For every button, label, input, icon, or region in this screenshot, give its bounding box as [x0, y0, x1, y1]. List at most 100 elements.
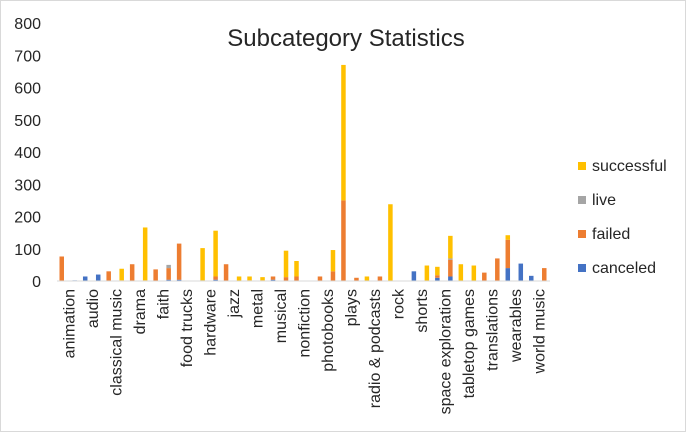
y-tick-label: 300 [14, 177, 41, 194]
bar-successful [247, 276, 252, 281]
y-tick-label: 800 [14, 16, 41, 33]
bar-canceled [270, 279, 276, 281]
legend-label-failed: failed [592, 226, 630, 243]
x-tick-label: tabletop games [461, 289, 478, 398]
legend-swatch-canceled [578, 264, 586, 272]
x-tick-label: audio [85, 289, 102, 328]
bar-failed [448, 259, 453, 277]
x-tick-label: photobooks [320, 289, 337, 372]
x-tick-label: drama [132, 289, 149, 334]
bar-failed [330, 271, 336, 281]
y-tick-label: 200 [14, 210, 41, 227]
bar-canceled [505, 268, 511, 281]
bar-canceled [176, 279, 182, 281]
bar-failed [294, 276, 299, 281]
x-tick-label: shorts [414, 289, 431, 333]
bar-failed [223, 264, 229, 281]
bar-live [166, 264, 171, 269]
bar-successful [283, 250, 289, 278]
bar-successful [435, 266, 440, 276]
bar-successful [448, 235, 453, 259]
bar-failed [59, 256, 64, 281]
x-tick-label: musical [273, 289, 290, 343]
bar-successful [330, 250, 336, 272]
bar-canceled [448, 276, 453, 281]
bar-failed [482, 272, 487, 281]
bar-canceled [518, 263, 524, 281]
x-tick-label: nonfiction [297, 289, 314, 358]
bar-failed [317, 276, 323, 281]
bar-successful [294, 261, 299, 277]
x-tick-label: wearables [508, 289, 525, 363]
legend-swatch-live [578, 196, 586, 204]
y-axis: 0 100 200 300 400 500 600 700 800 [14, 16, 41, 291]
bar-failed [129, 264, 135, 281]
bar-failed [542, 268, 547, 281]
bar-failed [505, 239, 511, 269]
bar-canceled [213, 279, 218, 281]
bar-canceled [435, 277, 440, 281]
bar-failed [377, 276, 383, 281]
bar-canceled [411, 271, 417, 281]
y-tick-label: 0 [32, 274, 41, 291]
legend-label-live: live [592, 192, 616, 209]
bar-failed [354, 277, 359, 281]
y-tick-label: 500 [14, 113, 41, 130]
bar-successful [260, 277, 265, 281]
x-tick-label: food trucks [179, 289, 196, 367]
x-tick-label: animation [62, 289, 79, 358]
legend-label-canceled: canceled [592, 260, 656, 277]
bar-successful [424, 265, 430, 281]
bar-successful [200, 248, 205, 281]
bar-successful [213, 230, 218, 277]
y-tick-label: 400 [14, 145, 41, 162]
x-tick-label: hardware [203, 289, 220, 356]
bar-failed [106, 271, 111, 281]
x-tick-label: classical music [109, 289, 126, 396]
bar-successful [142, 227, 148, 281]
bar-canceled [166, 279, 171, 281]
x-tick-label: jazz [226, 289, 243, 318]
bar-successful [388, 204, 393, 281]
legend-swatch-successful [578, 162, 586, 170]
bar-failed [435, 275, 440, 278]
x-tick-label: plays [343, 289, 360, 326]
x-tick-label: rock [390, 288, 407, 319]
bar-successful [364, 276, 370, 281]
bars [59, 64, 547, 281]
x-tick-label: translations [484, 289, 501, 371]
legend-swatch-failed [578, 230, 586, 238]
x-tick-label: world music [531, 289, 548, 374]
bar-failed [341, 200, 346, 281]
bar-canceled [95, 274, 101, 281]
y-tick-label: 100 [14, 242, 41, 259]
x-tick-label: space exploration [437, 289, 454, 414]
chart-title: Subcategory Statistics [227, 25, 464, 52]
bar-successful [458, 264, 464, 281]
x-axis: animation audio classical music drama faith f… [62, 288, 549, 414]
y-tick-label: 700 [14, 48, 41, 65]
bar-failed [176, 243, 182, 280]
x-tick-label: metal [250, 289, 267, 328]
bar-successful [236, 276, 242, 281]
bar-successful [471, 265, 477, 281]
bar-successful [119, 268, 124, 281]
bar-successful [341, 64, 346, 201]
bar-live [448, 258, 453, 260]
y-tick-label: 600 [14, 81, 41, 98]
bar-successful [505, 235, 511, 240]
x-tick-label: faith [156, 289, 173, 319]
bar-canceled [82, 276, 88, 281]
bar-failed [495, 258, 500, 281]
bar-failed [153, 269, 158, 281]
bar-canceled [529, 275, 534, 281]
bar-failed [213, 276, 218, 280]
bar-failed [166, 268, 171, 280]
legend-label-successful: successful [592, 158, 667, 175]
legend: successful live failed canceled [578, 158, 667, 277]
bar-failed [270, 276, 276, 280]
bar-failed [283, 277, 289, 281]
x-tick-label: radio & podcasts [367, 289, 384, 408]
